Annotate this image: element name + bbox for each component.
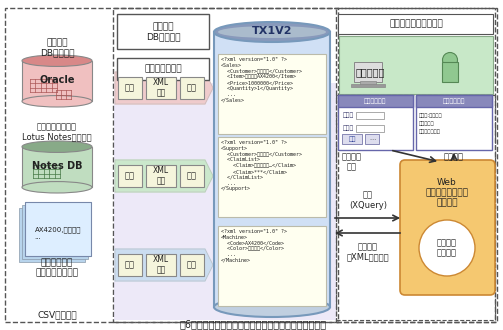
Text: 収集: 収集 bbox=[125, 172, 135, 181]
Text: <?xml version="1.0" ?>
<Machine>
  <Code>AX4200</Code>
  <Color>モノクロ</Color>
  .: <?xml version="1.0" ?> <Machine> <Code>A… bbox=[221, 229, 287, 263]
Text: XML
変換: XML 変換 bbox=[153, 78, 169, 98]
Text: 検索結果一覧: 検索結果一覧 bbox=[443, 98, 465, 104]
Text: <?xml version="1.0" ?>
<Sales>
  <Customer>吉原工業</Customer>
  <Item>プリンタAX4200</I: <?xml version="1.0" ?> <Sales> <Customer… bbox=[221, 57, 302, 103]
Text: 販売管理
DBサーバー: 販売管理 DBサーバー bbox=[40, 38, 74, 58]
Ellipse shape bbox=[214, 297, 330, 317]
FancyBboxPatch shape bbox=[180, 254, 204, 276]
Polygon shape bbox=[115, 72, 213, 104]
Text: 顧客情報検索: 顧客情報検索 bbox=[364, 98, 386, 104]
FancyBboxPatch shape bbox=[356, 125, 384, 132]
FancyBboxPatch shape bbox=[218, 54, 326, 134]
FancyBboxPatch shape bbox=[416, 95, 492, 107]
FancyBboxPatch shape bbox=[338, 14, 493, 34]
Text: XML
変換: XML 変換 bbox=[153, 255, 169, 275]
FancyBboxPatch shape bbox=[338, 95, 413, 150]
Text: 収集: 収集 bbox=[125, 260, 135, 270]
Ellipse shape bbox=[214, 22, 330, 42]
FancyBboxPatch shape bbox=[22, 61, 92, 101]
Text: 顧客情報管理システム: 顧客情報管理システム bbox=[389, 19, 443, 28]
Text: Web
アプリケーション
サーバー: Web アプリケーション サーバー bbox=[426, 178, 468, 208]
FancyBboxPatch shape bbox=[342, 134, 362, 144]
FancyBboxPatch shape bbox=[19, 208, 85, 262]
Text: 図6：データ連携機能を利用した顧客情報管理システム: 図6：データ連携機能を利用した顧客情報管理システム bbox=[180, 319, 326, 329]
FancyBboxPatch shape bbox=[416, 95, 492, 150]
Text: 検索結果
（XMLデータ）: 検索結果 （XMLデータ） bbox=[347, 242, 389, 261]
Text: 営業担当者: 営業担当者 bbox=[355, 67, 385, 77]
FancyBboxPatch shape bbox=[146, 77, 176, 99]
FancyBboxPatch shape bbox=[360, 81, 376, 86]
FancyBboxPatch shape bbox=[146, 254, 176, 276]
Text: <?xml version="1.0" ?>
<Support>
  <Customer>吉原工業</Customer>
  <ClaimList>
    <: <?xml version="1.0" ?> <Support> <Custom… bbox=[221, 140, 302, 191]
FancyBboxPatch shape bbox=[356, 112, 384, 119]
FancyBboxPatch shape bbox=[25, 202, 91, 256]
FancyBboxPatch shape bbox=[218, 137, 326, 217]
FancyBboxPatch shape bbox=[339, 36, 493, 94]
FancyBboxPatch shape bbox=[400, 160, 495, 295]
FancyBboxPatch shape bbox=[118, 254, 142, 276]
Circle shape bbox=[419, 220, 475, 276]
Text: XML
変換: XML 変換 bbox=[153, 166, 169, 186]
Text: 顧客名: 顧客名 bbox=[343, 112, 354, 118]
Text: 検索: 検索 bbox=[348, 136, 356, 142]
FancyBboxPatch shape bbox=[117, 58, 209, 80]
Polygon shape bbox=[115, 249, 213, 281]
FancyBboxPatch shape bbox=[180, 165, 204, 187]
FancyBboxPatch shape bbox=[118, 165, 142, 187]
Text: TX1V2: TX1V2 bbox=[252, 26, 292, 36]
Text: 機種名: 機種名 bbox=[343, 125, 354, 131]
Text: AX4200,モノクロ
...: AX4200,モノクロ ... bbox=[35, 226, 81, 240]
Ellipse shape bbox=[22, 96, 92, 107]
FancyBboxPatch shape bbox=[218, 226, 326, 306]
Text: 情報統合
DBサーバー: 情報統合 DBサーバー bbox=[146, 22, 180, 42]
Text: サポート情報管理
Lotus Notesサーバー: サポート情報管理 Lotus Notesサーバー bbox=[22, 122, 92, 142]
Text: 顧客名:吉原工業: 顧客名:吉原工業 bbox=[419, 113, 443, 117]
FancyBboxPatch shape bbox=[338, 95, 413, 107]
Text: 検索結果: 検索結果 bbox=[444, 152, 464, 161]
Text: CSVファイル: CSVファイル bbox=[37, 311, 77, 319]
Text: ・サポート履歴: ・サポート履歴 bbox=[419, 128, 441, 134]
Text: 製品情報管理
ファイルサーバー: 製品情報管理 ファイルサーバー bbox=[36, 258, 78, 278]
Polygon shape bbox=[115, 160, 213, 192]
Text: 顧客情報
検索: 顧客情報 検索 bbox=[342, 152, 362, 171]
Ellipse shape bbox=[22, 55, 92, 66]
FancyBboxPatch shape bbox=[351, 84, 385, 87]
Text: 顧客情報
閲覧機能: 顧客情報 閲覧機能 bbox=[437, 238, 457, 258]
FancyBboxPatch shape bbox=[114, 83, 336, 320]
Text: 登録: 登録 bbox=[187, 260, 197, 270]
Ellipse shape bbox=[22, 182, 92, 193]
Text: ・販売履歴: ・販売履歴 bbox=[419, 120, 435, 125]
Text: 登録: 登録 bbox=[187, 83, 197, 92]
FancyBboxPatch shape bbox=[118, 77, 142, 99]
FancyBboxPatch shape bbox=[117, 14, 209, 49]
FancyBboxPatch shape bbox=[214, 32, 330, 307]
FancyBboxPatch shape bbox=[442, 62, 458, 82]
Ellipse shape bbox=[218, 26, 326, 38]
FancyBboxPatch shape bbox=[354, 62, 382, 82]
FancyBboxPatch shape bbox=[405, 165, 490, 290]
FancyBboxPatch shape bbox=[365, 134, 379, 144]
Ellipse shape bbox=[22, 141, 92, 152]
Text: …: … bbox=[369, 137, 375, 142]
Text: Oracle: Oracle bbox=[39, 76, 75, 85]
Text: 収集: 収集 bbox=[125, 83, 135, 92]
FancyBboxPatch shape bbox=[180, 77, 204, 99]
Ellipse shape bbox=[443, 52, 458, 68]
Text: Notes DB: Notes DB bbox=[32, 161, 82, 171]
FancyBboxPatch shape bbox=[22, 205, 88, 259]
Text: 登録: 登録 bbox=[187, 172, 197, 181]
FancyBboxPatch shape bbox=[146, 165, 176, 187]
Text: データ連携機能: データ連携機能 bbox=[144, 64, 182, 74]
FancyBboxPatch shape bbox=[22, 147, 92, 187]
FancyBboxPatch shape bbox=[25, 202, 91, 256]
Text: 検索
(XQuery): 検索 (XQuery) bbox=[349, 191, 387, 210]
